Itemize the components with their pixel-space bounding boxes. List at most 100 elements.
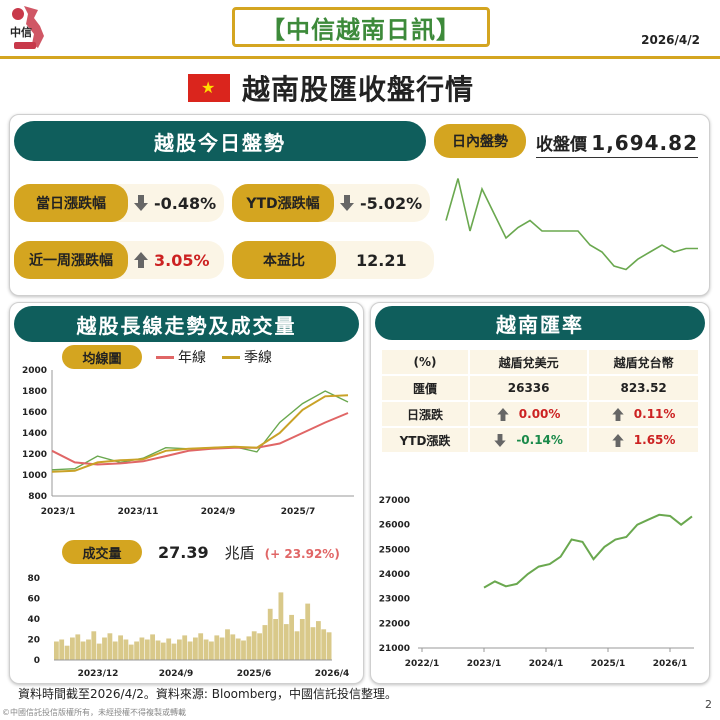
vietnam-flag-icon: ★	[188, 74, 230, 102]
header-divider	[0, 56, 720, 59]
close-value: 1,694.82	[591, 130, 698, 155]
metric-daily-value: -0.48%	[134, 184, 216, 222]
fx-series-line	[483, 513, 693, 589]
volume-bar	[209, 641, 214, 660]
fx-row-daily: 日漲跌 0.00% 0.11%	[382, 402, 698, 426]
fx-usd-daily-text: 0.00%	[518, 407, 561, 421]
y-tick-label: 80	[27, 574, 40, 584]
y-tick-label: 0	[34, 656, 40, 666]
brand-logo: 中信	[4, 4, 54, 54]
y-tick-label: 21000	[379, 644, 410, 654]
volume-bar	[305, 603, 311, 660]
legend-quarter: 季線	[244, 350, 272, 366]
source-note: 資料時間截至2026/4/2。資料來源: Bloomberg，中國信託投信整理。	[18, 687, 398, 701]
volume-bar	[75, 634, 81, 660]
main-title-text: 越南股匯收盤行情	[242, 73, 475, 106]
volume-bar	[128, 644, 134, 660]
y-tick-label: 27000	[379, 496, 410, 506]
volume-bar	[139, 637, 145, 661]
metric-pe-value: 12.21	[356, 250, 407, 270]
brand-text: 中信	[10, 25, 32, 39]
volume-bar	[289, 614, 294, 660]
fx-table: (%) 越盾兌美元 越盾兌台幣 匯價 26336 823.52 日漲跌 0.00…	[380, 348, 700, 454]
volume-bar	[203, 639, 209, 660]
longterm-title: 越股長線走勢及成交量	[14, 306, 359, 342]
x-tick-label: 2024/9	[159, 669, 194, 679]
fx-twd-price: 823.52	[589, 376, 698, 400]
fx-header-cell: 越盾兌美元	[470, 350, 588, 374]
legend-year-swatch	[156, 355, 174, 359]
main-title: ★ 越南股匯收盤行情	[188, 68, 474, 108]
volume-bar	[230, 634, 236, 660]
fx-row-ytd: YTD漲跌 -0.14% 1.65%	[382, 428, 698, 452]
volume-bar	[182, 635, 188, 660]
volume-bar	[134, 641, 139, 660]
volume-bar	[273, 619, 278, 660]
fx-twd-ytd-text: 1.65%	[633, 433, 676, 447]
volume-bar	[54, 641, 59, 660]
x-tick-label: 2024/1	[529, 659, 564, 669]
metric-pe-label: 本益比	[232, 241, 336, 279]
volume-bar	[80, 641, 86, 660]
up-arrow-icon	[134, 252, 148, 268]
fx-row-label: 匯價	[382, 376, 468, 400]
metric-ytd-text: -5.02%	[360, 193, 423, 213]
fx-twd-daily-text: 0.11%	[633, 407, 676, 421]
volume-bar	[326, 632, 332, 660]
volume-bar	[235, 638, 241, 660]
fx-twd-ytd: 1.65%	[589, 428, 698, 452]
y-tick-label: 25000	[379, 545, 410, 555]
down-arrow-icon	[134, 195, 148, 211]
fx-usd-ytd-text: -0.14%	[516, 433, 563, 447]
y-tick-label: 1600	[22, 408, 47, 418]
ma-series-line-1	[51, 412, 349, 466]
x-tick-label: 2023/1	[467, 659, 502, 669]
volume-bar	[294, 631, 300, 660]
volume-bar	[123, 639, 129, 660]
ma-label: 均線圖	[62, 345, 142, 369]
y-tick-label: 24000	[379, 570, 410, 580]
y-tick-label: 40	[27, 615, 40, 625]
volume-bar	[187, 641, 193, 660]
y-tick-label: 2000	[22, 366, 47, 376]
volume-bar	[251, 631, 257, 660]
report-date: 2026/4/2	[641, 33, 700, 47]
ma-series-line-2	[51, 394, 349, 473]
volume-bar	[91, 631, 97, 660]
y-tick-label: 22000	[379, 619, 410, 629]
fx-usd-daily: 0.00%	[470, 402, 588, 426]
volume-bar	[321, 629, 327, 661]
fx-header-row: (%) 越盾兌美元 越盾兌台幣	[382, 350, 698, 374]
up-arrow-icon	[612, 408, 624, 421]
volume-bar	[118, 635, 123, 660]
intraday-label: 日內盤勢	[434, 124, 526, 158]
x-tick-label: 2024/9	[201, 507, 236, 517]
x-tick-label: 2023/11	[118, 507, 159, 517]
volume-bar	[112, 641, 118, 660]
volume-value: 27.39	[158, 543, 209, 562]
intraday-chart	[445, 178, 698, 271]
metric-week-label: 近一周漲跌幅	[14, 241, 128, 279]
x-tick-label: 2023/12	[78, 669, 119, 679]
y-tick-label: 800	[28, 492, 47, 502]
x-tick-label: 2022/1	[405, 659, 440, 669]
volume-readout: 27.39 兆盾 (+ 23.92%)	[158, 542, 340, 563]
page-number: 2	[705, 698, 712, 711]
x-tick-label: 2025/6	[237, 669, 272, 679]
volume-bar	[86, 639, 91, 660]
volume-bar	[278, 592, 284, 660]
close-price: 收盤價 1,694.82	[536, 128, 698, 158]
volume-bar	[241, 640, 246, 660]
fx-title: 越南匯率	[375, 306, 705, 340]
volume-bar	[262, 625, 268, 660]
volume-bar	[267, 608, 273, 661]
volume-bar	[96, 643, 102, 660]
volume-chart: 0 20 40 60 80 2023/12 2024/9 2025/6 2026/4	[27, 574, 349, 679]
fx-twd-daily: 0.11%	[589, 402, 698, 426]
fx-row-price: 匯價 26336 823.52	[382, 376, 698, 400]
volume-bar	[198, 633, 204, 660]
fx-row-label: YTD漲跌	[382, 428, 468, 452]
volume-bar	[144, 639, 150, 660]
up-arrow-icon	[497, 408, 509, 421]
volume-bar	[299, 619, 305, 660]
